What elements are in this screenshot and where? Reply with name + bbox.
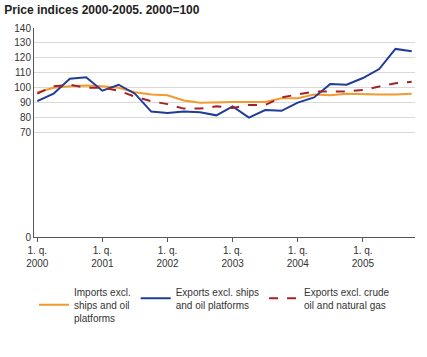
svg-text:Price indices 2000-2005. 2000=: Price indices 2000-2005. 2000=100 [4,3,199,17]
svg-text:1. q.2005: 1. q.2005 [352,245,375,269]
svg-text:Exports excl. crudeoil and nat: Exports excl. crudeoil and natural gas [304,287,389,311]
svg-text:70: 70 [20,127,32,138]
svg-text:80: 80 [20,112,32,123]
svg-text:1. q.2002: 1. q.2002 [156,245,179,269]
svg-text:0: 0 [25,232,31,243]
svg-text:Exports excl. shipsand oil pla: Exports excl. shipsand oil platforms [176,287,259,311]
svg-text:100: 100 [14,82,31,93]
svg-text:1. q.2004: 1. q.2004 [287,245,310,269]
svg-text:1. q.2003: 1. q.2003 [222,245,245,269]
svg-text:120: 120 [14,52,31,63]
svg-text:90: 90 [20,97,32,108]
svg-text:1. q.2000: 1. q.2000 [26,245,49,269]
svg-text:110: 110 [15,67,31,78]
svg-text:140: 140 [14,23,31,34]
svg-text:Imports excl.ships and oilplat: Imports excl.ships and oilplatforms [74,287,131,324]
svg-text:1. q.2001: 1. q.2001 [91,245,114,269]
svg-text:130: 130 [14,37,31,48]
